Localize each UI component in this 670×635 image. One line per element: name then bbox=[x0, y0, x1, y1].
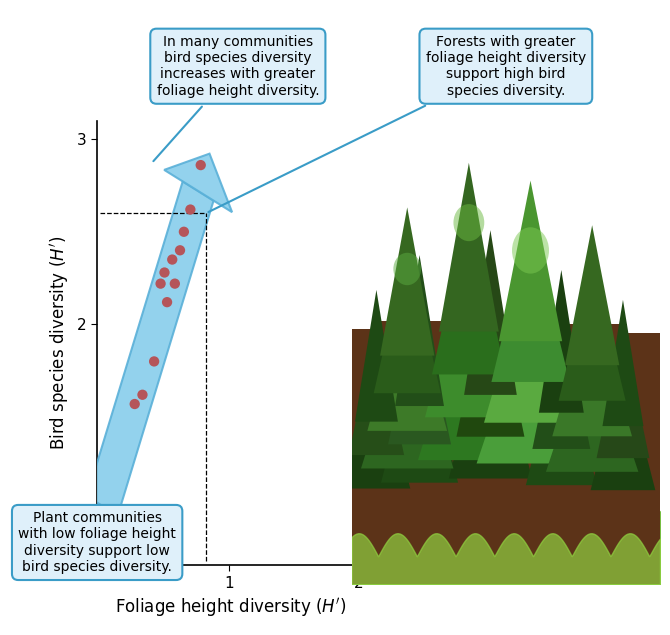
FancyBboxPatch shape bbox=[496, 333, 670, 635]
Point bbox=[155, 279, 166, 289]
Polygon shape bbox=[164, 154, 232, 212]
Polygon shape bbox=[596, 332, 649, 458]
Polygon shape bbox=[374, 245, 441, 393]
Polygon shape bbox=[565, 225, 619, 365]
FancyBboxPatch shape bbox=[466, 346, 657, 635]
Point bbox=[101, 534, 112, 544]
Polygon shape bbox=[388, 293, 451, 444]
Polygon shape bbox=[367, 283, 447, 431]
Polygon shape bbox=[348, 323, 404, 455]
Polygon shape bbox=[395, 255, 444, 406]
Polygon shape bbox=[476, 303, 584, 464]
Polygon shape bbox=[456, 272, 525, 437]
X-axis label: Foliage height diversity ($H'$): Foliage height diversity ($H'$) bbox=[115, 596, 347, 619]
Point bbox=[149, 356, 159, 366]
Polygon shape bbox=[591, 364, 655, 490]
Polygon shape bbox=[533, 306, 590, 449]
Point bbox=[161, 297, 172, 307]
Polygon shape bbox=[355, 290, 398, 422]
Polygon shape bbox=[449, 314, 532, 479]
Point bbox=[137, 390, 148, 400]
Point bbox=[175, 245, 186, 255]
Text: In many communities
bird species diversity
increases with greater
foliage height: In many communities bird species diversi… bbox=[153, 35, 319, 161]
Polygon shape bbox=[464, 230, 517, 395]
Y-axis label: Bird species diversity ($H'$): Bird species diversity ($H'$) bbox=[48, 236, 72, 450]
Ellipse shape bbox=[393, 253, 421, 285]
Ellipse shape bbox=[454, 204, 484, 241]
Polygon shape bbox=[361, 320, 454, 469]
Text: Plant communities
with low foliage height
diversity support low
bird species div: Plant communities with low foliage heigh… bbox=[18, 511, 176, 574]
Polygon shape bbox=[439, 163, 498, 331]
Polygon shape bbox=[491, 222, 570, 382]
Point bbox=[196, 160, 206, 170]
Point bbox=[170, 279, 180, 289]
FancyBboxPatch shape bbox=[528, 351, 670, 635]
Point bbox=[159, 267, 170, 277]
Ellipse shape bbox=[512, 227, 549, 274]
Polygon shape bbox=[381, 331, 458, 483]
FancyBboxPatch shape bbox=[324, 344, 515, 635]
Polygon shape bbox=[499, 180, 562, 341]
Polygon shape bbox=[559, 261, 626, 401]
Polygon shape bbox=[484, 262, 577, 423]
FancyBboxPatch shape bbox=[312, 330, 503, 635]
FancyBboxPatch shape bbox=[373, 321, 565, 635]
Polygon shape bbox=[352, 519, 660, 584]
FancyBboxPatch shape bbox=[395, 340, 586, 635]
Polygon shape bbox=[432, 206, 506, 375]
Point bbox=[129, 399, 140, 409]
Point bbox=[178, 227, 189, 237]
Polygon shape bbox=[526, 342, 597, 485]
Polygon shape bbox=[425, 248, 513, 417]
Text: Forests with greater
foliage height diversity
support high bird
species diversit: Forests with greater foliage height dive… bbox=[208, 35, 586, 212]
Polygon shape bbox=[418, 291, 520, 460]
FancyBboxPatch shape bbox=[434, 324, 626, 635]
Point bbox=[185, 204, 196, 215]
Polygon shape bbox=[380, 208, 434, 356]
Polygon shape bbox=[87, 182, 214, 516]
Polygon shape bbox=[342, 357, 410, 488]
Point bbox=[167, 255, 178, 265]
Polygon shape bbox=[602, 300, 643, 426]
Polygon shape bbox=[552, 297, 632, 436]
Polygon shape bbox=[539, 270, 584, 413]
Polygon shape bbox=[546, 332, 639, 472]
FancyBboxPatch shape bbox=[281, 349, 471, 635]
